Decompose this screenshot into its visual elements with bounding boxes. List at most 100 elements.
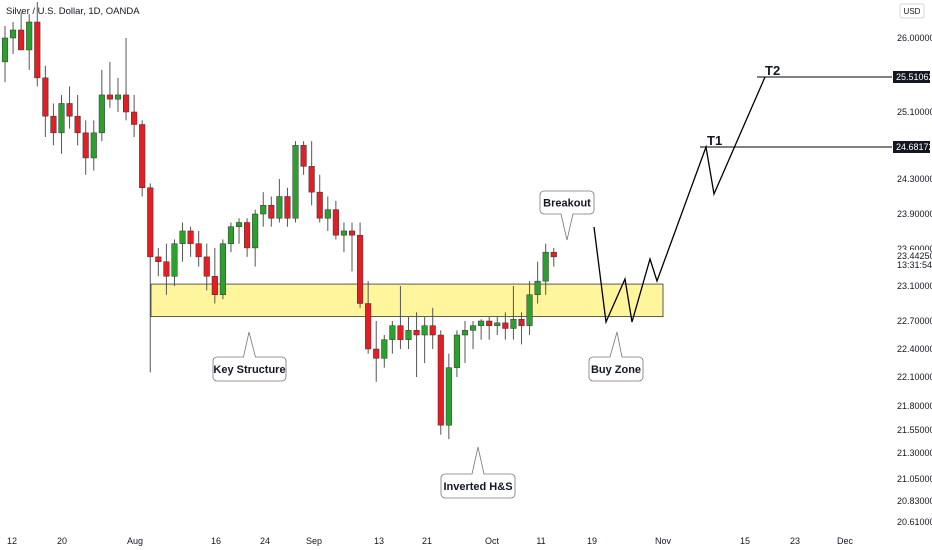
candle-body xyxy=(219,243,226,296)
candle-body xyxy=(106,94,113,100)
candle-body xyxy=(437,334,444,426)
candle-body xyxy=(284,196,291,219)
candle-body xyxy=(66,103,73,117)
candle-body xyxy=(324,209,331,219)
x-tick-label: 21 xyxy=(422,536,432,546)
candle-body xyxy=(510,319,517,329)
candle-body xyxy=(163,261,170,277)
candle-body xyxy=(10,29,17,39)
support-zone xyxy=(150,283,664,318)
candle-body xyxy=(114,94,122,100)
y-tick-label: 23.60000 xyxy=(897,244,932,254)
candle-body xyxy=(494,322,501,326)
candle-body xyxy=(413,330,420,336)
y-axis: 26.00000 25.10000 24.30000 23.90000 23.10000… xyxy=(893,33,932,527)
y-tick-label: 21.30000 xyxy=(897,448,932,458)
candle-body xyxy=(421,325,428,336)
candle-body xyxy=(42,77,49,117)
buy-zone-callout: Buy Zone xyxy=(588,331,644,382)
candle-body xyxy=(357,234,364,304)
candle-body xyxy=(518,319,525,326)
candle-body xyxy=(98,94,105,134)
candle-body xyxy=(147,187,154,258)
candle-body xyxy=(235,222,243,227)
candle-body xyxy=(502,322,509,329)
candle-body xyxy=(50,115,57,134)
candle-body xyxy=(478,320,485,326)
candle-body xyxy=(82,132,89,159)
candle-body xyxy=(429,325,436,336)
candle-body xyxy=(461,330,469,336)
currency-label: USD xyxy=(904,7,921,16)
candle-body xyxy=(18,29,25,51)
callouts-group: Breakout Key Structure Buy Zone Inverted H&… xyxy=(212,190,644,499)
y-tick-label: 23.90000 xyxy=(897,209,932,219)
currency-button[interactable]: USD xyxy=(899,3,925,19)
candle-body xyxy=(195,243,202,258)
candle-body xyxy=(526,294,533,326)
breakout-callout: Breakout xyxy=(539,190,595,241)
y-tick-label: 21.05000 xyxy=(897,474,932,484)
candle-body xyxy=(542,251,549,282)
x-tick-label: 23 xyxy=(790,536,800,546)
breakout-callout-label: Breakout xyxy=(543,198,591,210)
candle-body xyxy=(340,230,347,236)
candle-body xyxy=(123,94,130,113)
inverted-hs-callout-label: Inverted H&S xyxy=(443,481,512,493)
candle-body xyxy=(550,251,557,258)
x-tick-label: 24 xyxy=(260,536,270,546)
x-tick-label: Dec xyxy=(837,536,854,546)
x-tick-label: 19 xyxy=(587,536,597,546)
candle-body xyxy=(486,320,493,326)
candle-body xyxy=(453,334,460,368)
candle-body xyxy=(179,230,186,244)
countdown-text: 13:31:54 xyxy=(897,260,932,270)
candle-body xyxy=(211,276,218,296)
candle-body xyxy=(244,222,251,249)
key-structure-callout-label: Key Structure xyxy=(213,364,285,376)
candle-body xyxy=(268,205,275,219)
current-price-text: 23.44250 xyxy=(897,251,932,261)
y-tick-label: 23.10000 xyxy=(897,281,932,291)
candle-body xyxy=(131,111,138,125)
candle-body xyxy=(316,191,323,219)
t2-label: T2 xyxy=(765,63,780,78)
candle-body xyxy=(445,367,452,426)
candle-body xyxy=(397,325,404,340)
x-tick-label: 12 xyxy=(7,536,17,546)
x-tick-label: 15 xyxy=(740,536,750,546)
candle-body xyxy=(332,209,339,236)
x-tick-label: Nov xyxy=(655,536,672,546)
key-structure-callout: Key Structure xyxy=(212,331,287,382)
candle-body xyxy=(26,21,33,51)
y-tick-label: 21.80000 xyxy=(897,401,932,411)
candle-body xyxy=(381,339,388,359)
y-tick-label: 20.61000 xyxy=(897,517,932,527)
y-tick-label: 20.83000 xyxy=(897,496,932,506)
candle-body xyxy=(373,348,380,359)
candle-body xyxy=(470,325,477,331)
t1-price-badge: 24.68172 xyxy=(893,141,932,153)
t1-label: T1 xyxy=(707,133,722,148)
candle-body xyxy=(171,243,178,277)
candle-body xyxy=(292,145,299,219)
x-tick-label: 20 xyxy=(57,536,67,546)
candle-body xyxy=(389,325,396,340)
candle-body xyxy=(34,21,41,79)
x-tick-label: 16 xyxy=(211,536,221,546)
buy-zone-callout-label: Buy Zone xyxy=(591,364,641,376)
candle-body xyxy=(90,132,97,159)
inverted-hs-callout: Inverted H&S xyxy=(440,446,516,499)
x-axis: 12 20 Aug 16 24 Sep 13 21 Oct 11 19 Nov 15 23 Dec xyxy=(7,536,854,546)
y-tick-label: 22.10000 xyxy=(897,372,932,382)
candle-body xyxy=(405,330,412,340)
candle-body xyxy=(155,256,162,262)
candle-body xyxy=(252,213,259,249)
candle-body xyxy=(276,196,283,219)
t2-price-badge: 25.51062 xyxy=(893,71,932,83)
candle-body xyxy=(58,103,65,134)
x-tick-label: 11 xyxy=(536,536,545,546)
candle-body xyxy=(534,280,541,296)
